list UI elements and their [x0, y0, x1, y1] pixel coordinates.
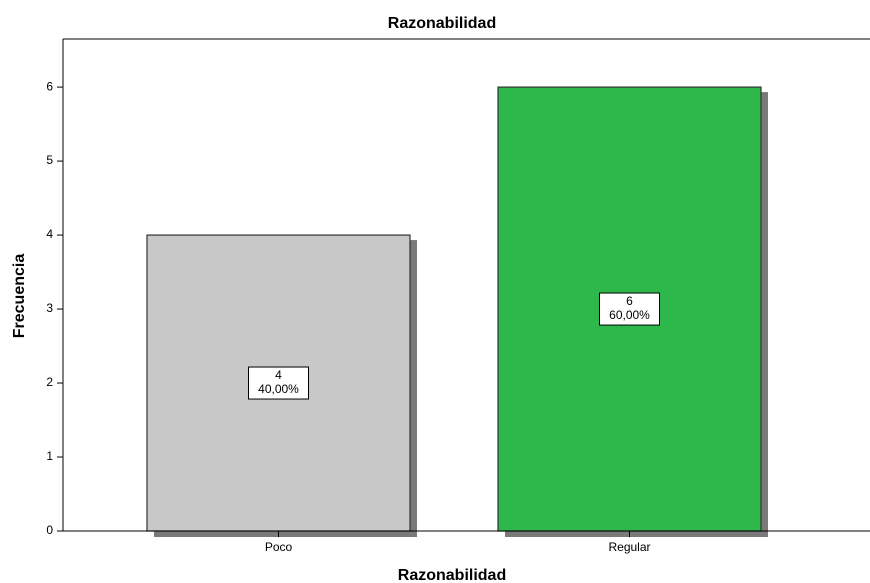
chart-title: Razonabilidad	[388, 15, 496, 32]
data-label-box	[599, 292, 660, 326]
y-axis-title: Frecuencia	[11, 254, 28, 339]
x-tick-label: Regular	[608, 540, 650, 554]
y-tick-label: 2	[46, 375, 53, 389]
data-label-percent: 60,00%	[609, 308, 650, 322]
data-label-box	[248, 366, 309, 400]
y-tick-label: 1	[46, 449, 53, 463]
x-tick-label: Poco	[265, 540, 293, 554]
y-tick-label: 0	[46, 523, 53, 537]
data-label: 4	[275, 368, 282, 382]
y-tick-label: 4	[46, 227, 53, 241]
x-axis-title: Razonabilidad	[398, 567, 506, 583]
data-label-percent: 40,00%	[258, 382, 299, 396]
y-tick-label: 5	[46, 153, 53, 167]
data-label: 6	[626, 294, 633, 308]
y-tick-label: 6	[46, 79, 53, 93]
y-tick-label: 3	[46, 301, 53, 315]
